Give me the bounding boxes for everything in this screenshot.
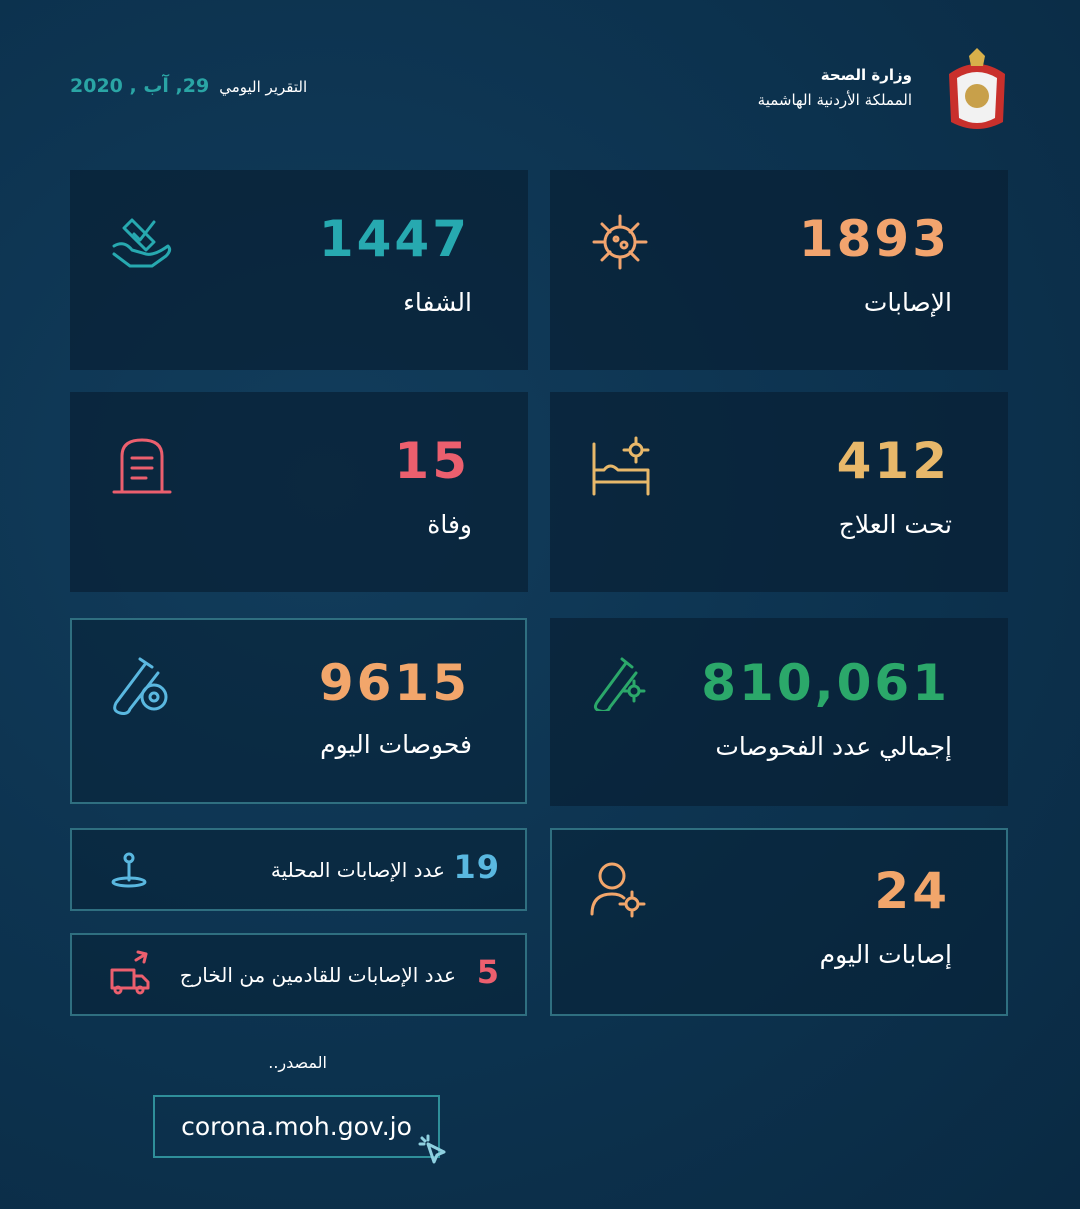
emblem <box>949 48 1005 129</box>
cases-label: الإصابات <box>863 288 952 317</box>
tomb-icon <box>112 438 172 494</box>
today-tests-label: فحوصات اليوم <box>320 730 472 759</box>
test-tube-icon <box>593 657 646 711</box>
local-cases-value: 19 <box>453 848 500 886</box>
today-tests-card <box>70 618 527 804</box>
imported-cases-label: عدد الإصابات للقادمين من الخارج <box>179 963 456 987</box>
total-tests-value: 810,061 <box>701 654 950 712</box>
virus-icon <box>592 214 648 270</box>
today-cases-card <box>550 828 1008 1016</box>
cursor-icon <box>418 1134 446 1164</box>
report-label: التقرير اليومي <box>219 78 308 96</box>
ministry-name: وزارة الصحة <box>820 66 912 84</box>
treatment-card <box>550 392 1008 592</box>
report-date: 29, آب , 2020 <box>70 75 210 97</box>
treatment-value: 412 <box>836 432 950 490</box>
deaths-label: وفاة <box>427 510 472 539</box>
bed-icon <box>592 436 650 496</box>
local-cases-label: عدد الإصابات المحلية <box>270 858 445 882</box>
deaths-value: 15 <box>394 432 470 490</box>
cases-value: 1893 <box>798 210 950 268</box>
total-tests-label: إجمالي عدد الفحوصات <box>715 732 952 761</box>
test-tube-icon <box>113 657 168 715</box>
recovered-value: 1447 <box>318 210 470 268</box>
recovered-card <box>70 170 528 370</box>
pin-icon <box>111 852 147 888</box>
today-cases-value: 24 <box>874 862 950 920</box>
source-url[interactable]: corona.moh.gov.jo <box>153 1095 440 1158</box>
today-cases-label: إصابات اليوم <box>819 940 952 969</box>
source-label: المصدر.. <box>268 1053 327 1072</box>
report-date-line: 29, آب , 2020 التقرير اليومي <box>70 75 307 97</box>
imported-cases-card <box>70 933 527 1016</box>
total-tests-card <box>550 618 1008 806</box>
recovered-label: الشفاء <box>403 288 472 317</box>
treatment-label: تحت العلاج <box>838 510 952 539</box>
kingdom-name: المملكة الأردنية الهاشمية <box>757 91 912 109</box>
local-cases-card <box>70 828 527 911</box>
today-tests-value: 9615 <box>318 654 470 712</box>
truck-icon <box>110 950 150 995</box>
cases-card <box>550 170 1008 370</box>
person-icon <box>590 862 646 918</box>
recovery-icon <box>112 218 172 268</box>
imported-cases-value: 5 <box>476 953 500 991</box>
